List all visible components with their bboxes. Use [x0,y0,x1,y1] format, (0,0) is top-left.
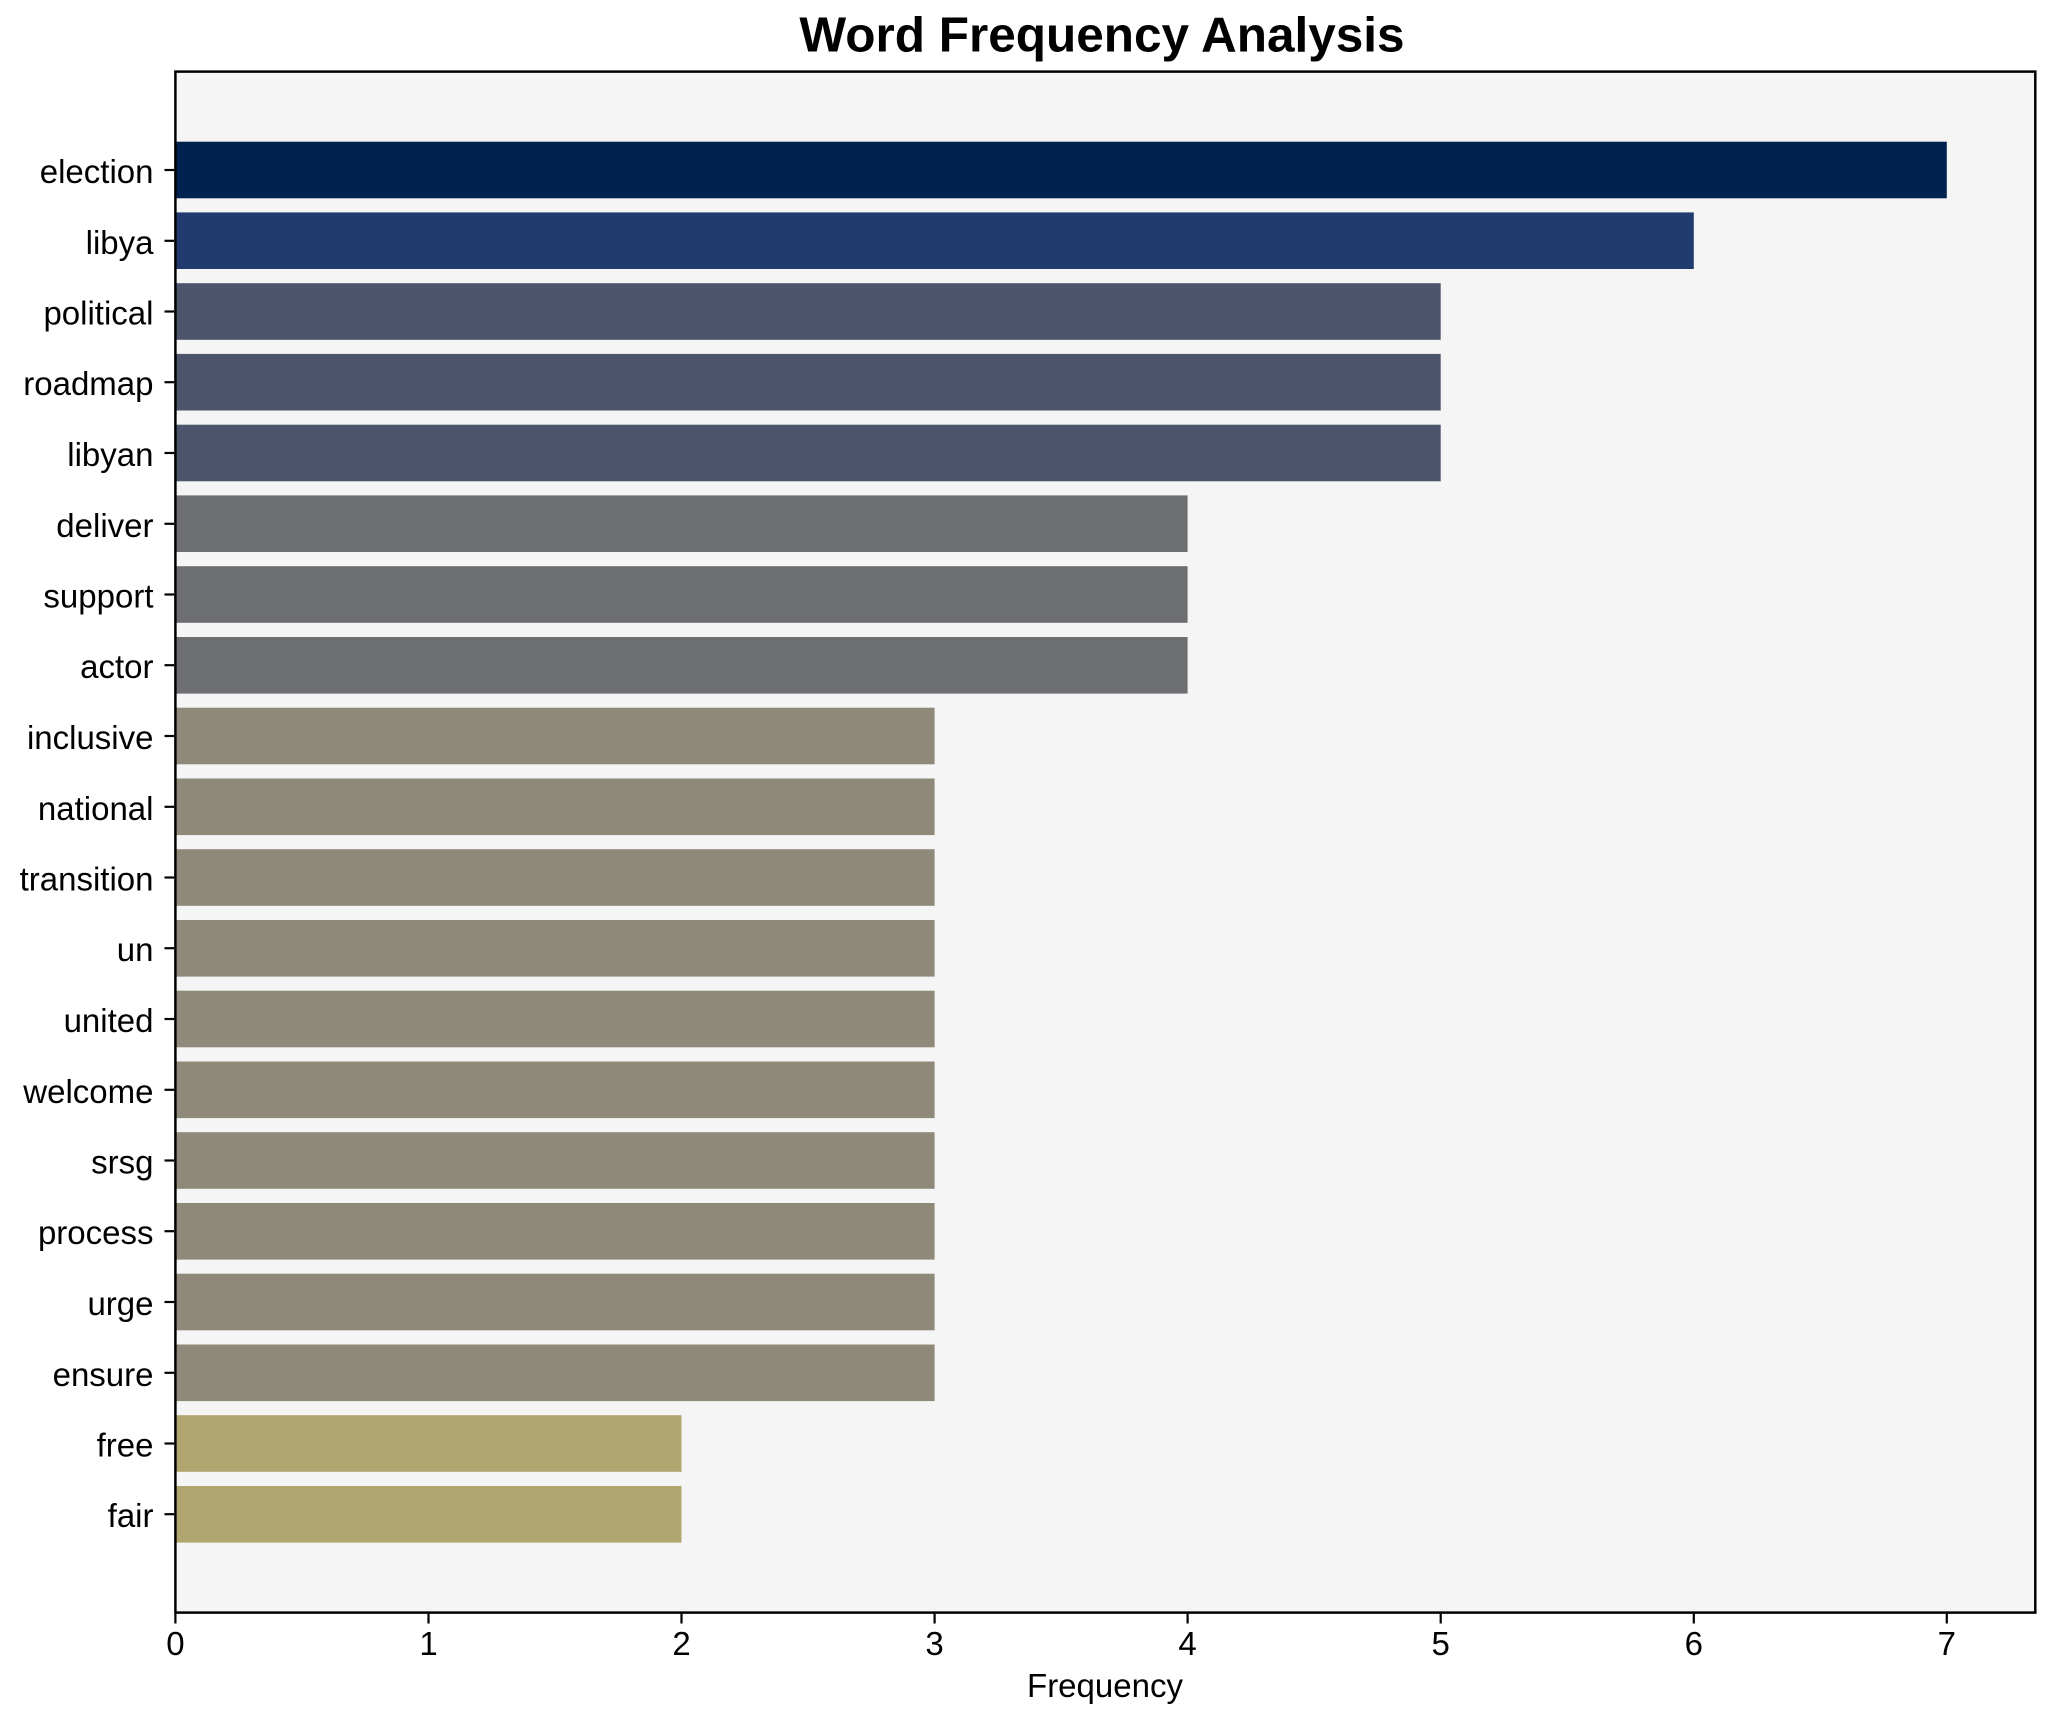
svg-text:election: election [40,153,154,190]
svg-text:transition: transition [20,861,154,898]
svg-text:3: 3 [925,1625,943,1662]
svg-text:0: 0 [166,1625,184,1662]
svg-text:7: 7 [1938,1625,1956,1662]
svg-text:Frequency: Frequency [1027,1667,1183,1704]
svg-text:free: free [97,1427,154,1464]
svg-text:libyan: libyan [67,436,153,473]
svg-text:srsg: srsg [91,1144,153,1181]
svg-text:2: 2 [672,1625,690,1662]
svg-text:6: 6 [1685,1625,1703,1662]
svg-text:urge: urge [87,1285,153,1322]
svg-text:roadmap: roadmap [23,365,153,402]
svg-text:un: un [117,931,154,968]
svg-text:political: political [43,295,153,332]
svg-text:Word Frequency Analysis: Word Frequency Analysis [799,8,1404,63]
svg-text:national: national [38,790,154,827]
svg-text:support: support [43,578,153,615]
svg-text:fair: fair [108,1497,154,1534]
svg-text:welcome: welcome [22,1073,153,1110]
svg-text:deliver: deliver [56,507,153,544]
svg-text:ensure: ensure [53,1356,154,1393]
svg-text:5: 5 [1432,1625,1450,1662]
svg-text:united: united [64,1002,154,1039]
svg-text:actor: actor [80,648,153,685]
svg-text:libya: libya [86,224,155,261]
svg-text:process: process [38,1214,154,1251]
svg-text:1: 1 [419,1625,437,1662]
svg-text:4: 4 [1178,1625,1196,1662]
svg-text:inclusive: inclusive [27,719,154,756]
